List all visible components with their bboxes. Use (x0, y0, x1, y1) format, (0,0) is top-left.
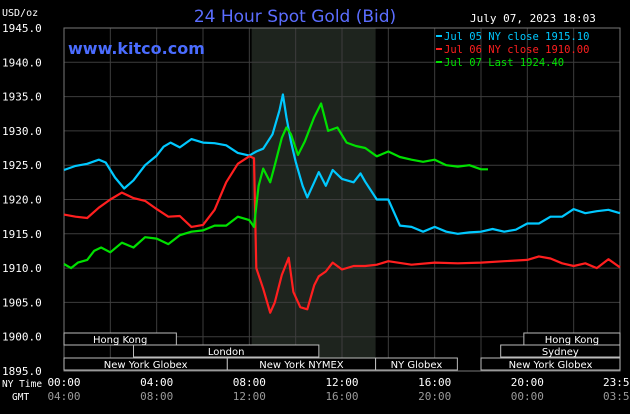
y-tick-label: 1905.0 (2, 296, 42, 309)
y-tick-label: 1935.0 (2, 91, 42, 104)
session-label: New York Globex (104, 360, 188, 371)
x-tick-label-gmt: 08:00 (140, 390, 173, 403)
x-tick-label-ny: 00:00 (47, 376, 80, 389)
x-tick-label-gmt: 04:00 (47, 390, 80, 403)
y-tick-label: 1910.0 (2, 262, 42, 275)
plot-frame (63, 27, 621, 372)
legend-item-jul05: Jul 05 NY close 1915.10 (444, 31, 589, 43)
y-tick-label: 1930.0 (2, 125, 42, 138)
session-label: Hong Kong (545, 335, 599, 346)
y-tick-label: 1945.0 (2, 22, 42, 35)
x-tick-label-gmt: 12:00 (233, 390, 266, 403)
session-box (63, 332, 177, 346)
website-label: www.kitco.com (68, 39, 205, 58)
x-tick-label-gmt: 20:00 (418, 390, 451, 403)
session-label: New York Globex (509, 360, 593, 371)
tz-gmt-label: GMT (12, 392, 29, 403)
session-label: London (208, 347, 245, 358)
session-label: NY Globex (391, 360, 443, 371)
x-tick-label-gmt: 03:59 (603, 390, 630, 403)
tz-ny-label: NY Time (2, 379, 42, 390)
x-tick-label-ny: 23:59 (603, 376, 630, 389)
x-tick-label-ny: 08:00 (233, 376, 266, 389)
legend-item-jul07: Jul 07 Last 1924.40 (444, 57, 564, 69)
unit-label: USD/oz (2, 8, 38, 19)
session-box (133, 344, 320, 358)
series-line-0 (63, 93, 621, 235)
y-tick-label: 1895.0 (2, 365, 42, 378)
x-tick-label-ny: 12:00 (325, 376, 358, 389)
y-tick-label: 1900.0 (2, 331, 42, 344)
x-tick-label-gmt: 16:00 (325, 390, 358, 403)
session-box (375, 357, 458, 371)
y-tick-label: 1940.0 (2, 56, 42, 69)
x-tick-label-ny: 04:00 (140, 376, 173, 389)
session-label: Hong Kong (93, 335, 147, 346)
y-tick-label: 1915.0 (2, 228, 42, 241)
timestamp: July 07, 2023 18:03 (470, 12, 596, 25)
x-tick-label-gmt: 00:00 (511, 390, 544, 403)
chart-title: 24 Hour Spot Gold (Bid) (194, 7, 396, 27)
session-box (480, 357, 621, 371)
session-box (500, 344, 621, 358)
session-label: Sydney (542, 347, 579, 358)
series-line-2 (63, 102, 488, 270)
session-label: New York NYMEX (259, 360, 344, 371)
legend: Jul 05 NY close 1915.10 Jul 06 NY close … (444, 31, 589, 69)
series-line-1 (63, 155, 621, 314)
legend-item-jul06: Jul 06 NY close 1910.00 (444, 44, 589, 56)
y-tick-label: 1920.0 (2, 194, 42, 207)
x-tick-label-ny: 20:00 (511, 376, 544, 389)
y-tick-label: 1925.0 (2, 159, 42, 172)
x-tick-label-ny: 16:00 (418, 376, 451, 389)
